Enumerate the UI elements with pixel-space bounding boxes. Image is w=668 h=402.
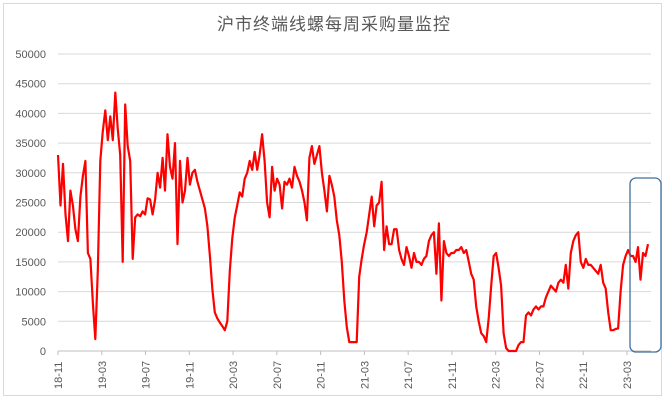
y-tick-label: 25000	[15, 198, 46, 210]
x-tick-label: 20-03	[228, 361, 240, 389]
x-tick-label: 21-07	[403, 361, 415, 389]
y-tick-label: 40000	[15, 108, 46, 120]
y-tick-label: 20000	[15, 227, 46, 239]
series-line	[56, 91, 650, 353]
x-tick-label: 19-07	[141, 361, 153, 389]
y-tick-label: 30000	[15, 168, 46, 180]
y-tick-label: 0	[40, 346, 46, 358]
x-tick-label: 21-03	[359, 361, 371, 389]
y-tick-label: 15000	[15, 257, 46, 269]
x-tick-label: 20-07	[272, 361, 284, 389]
y-tick-label: 35000	[15, 138, 46, 150]
y-axis: 0 5000 10000 15000 20000 25000 30000 35000 40000…	[15, 49, 46, 358]
x-tick-label: 19-11	[184, 362, 196, 389]
x-tick-label: 22-07	[534, 361, 546, 389]
highlight-box	[629, 177, 662, 353]
x-tick-label: 22-03	[491, 361, 503, 389]
grid-lines	[58, 53, 651, 352]
x-tick-label: 19-03	[97, 361, 109, 389]
x-tick-label: 22-11	[578, 362, 590, 389]
x-tick-label: 23-03	[622, 361, 634, 389]
y-tick-label: 10000	[15, 287, 46, 299]
x-axis: 18-11 19-03 19-07 19-11 20-03 20-07 20-11 21-03…	[53, 351, 634, 389]
y-tick-label: 50000	[15, 49, 46, 61]
x-tick-label: 18-11	[53, 362, 65, 389]
chart-title: 沪市终端线螺每周采购量监控	[217, 15, 451, 35]
chart-frame	[3, 3, 662, 396]
x-tick-label: 21-11	[447, 362, 459, 389]
y-tick-label: 45000	[15, 79, 46, 91]
x-tick-label: 20-11	[316, 362, 328, 389]
y-tick-label: 5000	[22, 316, 46, 328]
